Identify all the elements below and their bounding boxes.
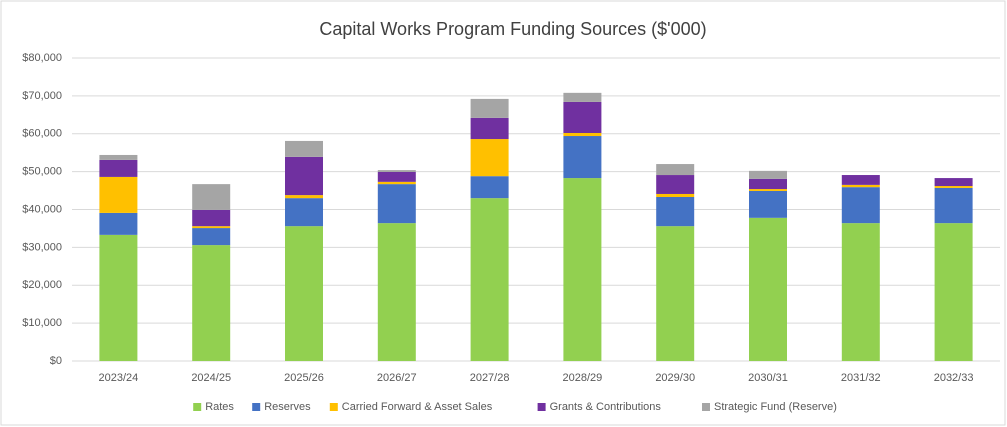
y-tick-label: $0: [50, 355, 62, 367]
bar-segment: [841, 223, 880, 361]
bar-segment: [749, 217, 787, 361]
bar-segment: [285, 195, 323, 199]
legend-label: Rates: [205, 401, 234, 413]
bar-segment: [99, 154, 138, 160]
legend-swatch: [193, 403, 202, 411]
bar-segment: [192, 228, 231, 246]
bar-segment: [192, 184, 231, 210]
bar-segment: [470, 176, 509, 199]
bar-segment: [934, 223, 973, 361]
bar-segment: [934, 187, 973, 224]
bar-segment: [192, 226, 231, 229]
legend-swatch: [537, 403, 546, 411]
bar-segment: [841, 175, 880, 185]
legend-label: Strategic Fund (Reserve): [714, 401, 837, 413]
x-tick-label: 2027/28: [470, 372, 510, 384]
y-tick-label: $50,000: [22, 166, 62, 178]
x-tick-label: 2028/29: [563, 372, 603, 384]
x-tick-label: 2032/33: [934, 372, 974, 384]
y-tick-label: $80,000: [22, 52, 62, 64]
y-tick-label: $70,000: [22, 90, 62, 102]
bar-segment: [656, 193, 695, 198]
x-tick-label: 2024/25: [191, 372, 231, 384]
bar-segment: [192, 245, 231, 361]
legend-label: Carried Forward & Asset Sales: [342, 401, 493, 413]
bar-segment: [285, 226, 323, 361]
legend-swatch: [252, 403, 261, 411]
legend-swatch: [702, 403, 710, 411]
bar-segment: [470, 98, 509, 118]
y-tick-label: $30,000: [22, 241, 62, 253]
bar-segment: [470, 117, 509, 140]
x-tick-label: 2031/32: [841, 372, 881, 384]
x-tick-label: 2030/31: [748, 372, 788, 384]
bar-segment: [841, 184, 880, 188]
bar-segment: [285, 198, 323, 227]
x-tick-label: 2029/30: [655, 372, 695, 384]
bar-segment: [749, 170, 787, 179]
y-tick-label: $40,000: [22, 203, 62, 215]
bar-segment: [377, 170, 416, 173]
bar-segment: [470, 198, 509, 361]
bar-segment: [470, 139, 509, 177]
bar-segment: [656, 226, 695, 361]
bar-segment: [99, 159, 138, 177]
y-tick-label: $10,000: [22, 317, 62, 329]
bar-segment: [656, 175, 695, 194]
bar-segment: [192, 209, 231, 227]
legend-label: Reserves: [264, 401, 311, 413]
legend-label: Grants & Contributions: [550, 401, 662, 413]
bar-segment: [377, 184, 416, 224]
bar-segment: [377, 223, 416, 361]
legend-swatch: [329, 403, 338, 411]
bar-segment: [99, 176, 138, 213]
bar-segment: [99, 212, 138, 235]
bar-segment: [563, 178, 602, 361]
chart-title: Capital Works Program Funding Sources ($…: [319, 19, 706, 39]
bar-segment: [563, 101, 602, 133]
bar-segment: [285, 140, 323, 157]
bar-segment: [934, 178, 973, 187]
y-tick-label: $20,000: [22, 279, 62, 291]
x-tick-label: 2023/24: [99, 372, 139, 384]
bar-segment: [656, 164, 695, 176]
bar-segment: [563, 136, 602, 179]
x-tick-label: 2025/26: [284, 372, 324, 384]
y-tick-label: $60,000: [22, 128, 62, 140]
bar-segment: [934, 186, 973, 188]
bar-segment: [563, 92, 602, 102]
bar-segment: [377, 172, 416, 182]
bar-segment: [377, 181, 416, 185]
bar-segment: [841, 187, 880, 224]
bar-segment: [749, 190, 787, 218]
x-tick-label: 2026/27: [377, 372, 417, 384]
bar-segment: [749, 189, 787, 191]
bar-segment: [563, 132, 602, 137]
bar-segment: [749, 178, 787, 190]
bar-segment: [285, 156, 323, 196]
bar-segment: [99, 234, 138, 361]
bar-segment: [656, 197, 695, 227]
